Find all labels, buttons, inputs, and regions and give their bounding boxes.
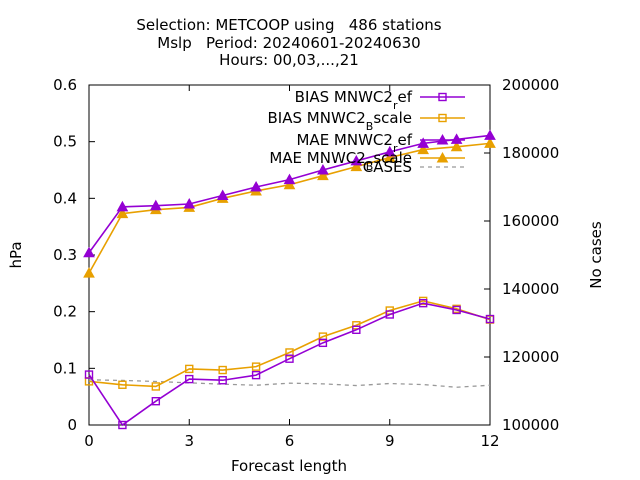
- title-line-1: Selection: METCOOP using 486 stations: [136, 16, 441, 34]
- series-lines: [83, 129, 496, 430]
- triangle-marker: [149, 199, 162, 211]
- square-marker: [285, 348, 294, 357]
- legend-item: BIAS MNWC2Bscale: [268, 109, 465, 133]
- legend-label: BIAS MNWC2Bscale: [268, 109, 412, 133]
- y2-axis-label: No cases: [587, 221, 605, 289]
- series-line: [88, 300, 491, 388]
- square-marker: [352, 321, 361, 330]
- triangle-marker: [317, 163, 329, 175]
- square-marker: [151, 397, 161, 406]
- triangle-marker: [250, 180, 262, 192]
- y2-tick-label: 120000: [502, 348, 559, 366]
- triangle-marker: [417, 137, 430, 148]
- x-tick-label: 9: [385, 432, 395, 450]
- y2-tick-label: 140000: [502, 280, 559, 298]
- x-tick-label: 6: [285, 432, 295, 450]
- triangle-marker: [183, 197, 196, 209]
- x-tick-label: 3: [184, 432, 194, 450]
- title-line-2: Mslp Period: 20240601-20240630: [157, 34, 420, 52]
- triangle-marker: [317, 169, 329, 181]
- square-marker: [151, 382, 161, 391]
- x-tick-label: 12: [480, 432, 499, 450]
- square-marker: [251, 370, 261, 380]
- triangle-marker: [116, 200, 129, 212]
- y2-tick-label: 200000: [502, 76, 559, 94]
- square-marker: [418, 298, 428, 308]
- triangle-marker: [450, 140, 463, 152]
- y-tick-label: 0.1: [53, 359, 77, 377]
- triangle-marker: [383, 145, 396, 157]
- square-marker: [218, 376, 227, 385]
- triangle-marker: [417, 143, 430, 155]
- y2-tick-label: 180000: [502, 144, 559, 162]
- legend-item: MAE MNWC2Bscale: [269, 149, 465, 173]
- legend-item: CASES: [363, 158, 465, 176]
- square-marker: [118, 380, 127, 389]
- triangle-marker: [116, 207, 129, 219]
- series-line: [88, 302, 491, 427]
- triangle-marker: [436, 133, 449, 145]
- series-1: [84, 296, 495, 391]
- square-marker: [285, 354, 294, 363]
- series-line: [88, 379, 491, 388]
- y-axis-label: hPa: [7, 241, 25, 268]
- square-marker: [185, 364, 194, 374]
- square-marker: [352, 325, 361, 334]
- triangle-marker: [450, 133, 463, 144]
- series-0: [84, 298, 495, 430]
- triangle-marker: [350, 154, 363, 166]
- square-marker: [218, 365, 227, 375]
- square-marker: [118, 420, 127, 430]
- square-marker: [452, 305, 461, 315]
- square-marker: [318, 338, 328, 348]
- triangle-marker: [436, 151, 449, 163]
- axis-ticks: 0 3 6 9 12 0 0.1 0.2 0.3 0.4 0.5 0.6 100000 120000 140…: [53, 76, 559, 450]
- triangle-marker: [283, 173, 296, 185]
- legend-label: BIAS MNWC2ref: [295, 88, 413, 112]
- triangle-marker: [484, 137, 496, 148]
- legend-item: MAE MNWC2ref: [296, 131, 465, 155]
- y-tick-label: 0.6: [53, 76, 77, 94]
- x-tick-label: 0: [84, 432, 94, 450]
- title-line-3: Hours: 00,03,...,21: [219, 51, 359, 69]
- legend-label: CASES: [363, 158, 412, 176]
- legend-label: MAE MNWC2ref: [296, 131, 412, 155]
- chart-title-block: Selection: METCOOP using 486 stations Ms…: [136, 16, 441, 69]
- square-marker: [84, 370, 94, 379]
- square-marker: [185, 374, 194, 384]
- square-marker: [438, 92, 447, 102]
- triangle-marker: [350, 160, 363, 172]
- plot-frame: [88, 84, 491, 426]
- triangle-marker: [383, 151, 396, 163]
- series-4: [88, 379, 491, 388]
- series-2: [83, 129, 496, 258]
- square-marker: [385, 310, 394, 319]
- square-marker: [251, 362, 261, 371]
- legend-item: BIAS MNWC2ref: [295, 88, 465, 112]
- y-tick-label: 0.5: [53, 133, 77, 151]
- square-marker: [438, 113, 447, 123]
- y-tick-label: 0.4: [53, 189, 77, 207]
- legend-label: MAE MNWC2Bscale: [269, 149, 412, 173]
- triangle-marker: [484, 129, 496, 140]
- triangle-marker: [216, 189, 229, 200]
- y-tick-label: 0.3: [53, 246, 77, 264]
- y2-tick-label: 160000: [502, 212, 559, 230]
- x-axis-label: Forecast length: [231, 457, 347, 475]
- y-tick-label: 0.2: [53, 303, 77, 321]
- square-marker: [485, 314, 495, 324]
- triangle-marker: [83, 267, 95, 278]
- y-tick-label: 0: [67, 416, 77, 434]
- triangle-marker: [83, 246, 95, 258]
- square-marker: [318, 332, 328, 341]
- y2-tick-label: 100000: [502, 416, 559, 434]
- triangle-marker: [283, 178, 296, 190]
